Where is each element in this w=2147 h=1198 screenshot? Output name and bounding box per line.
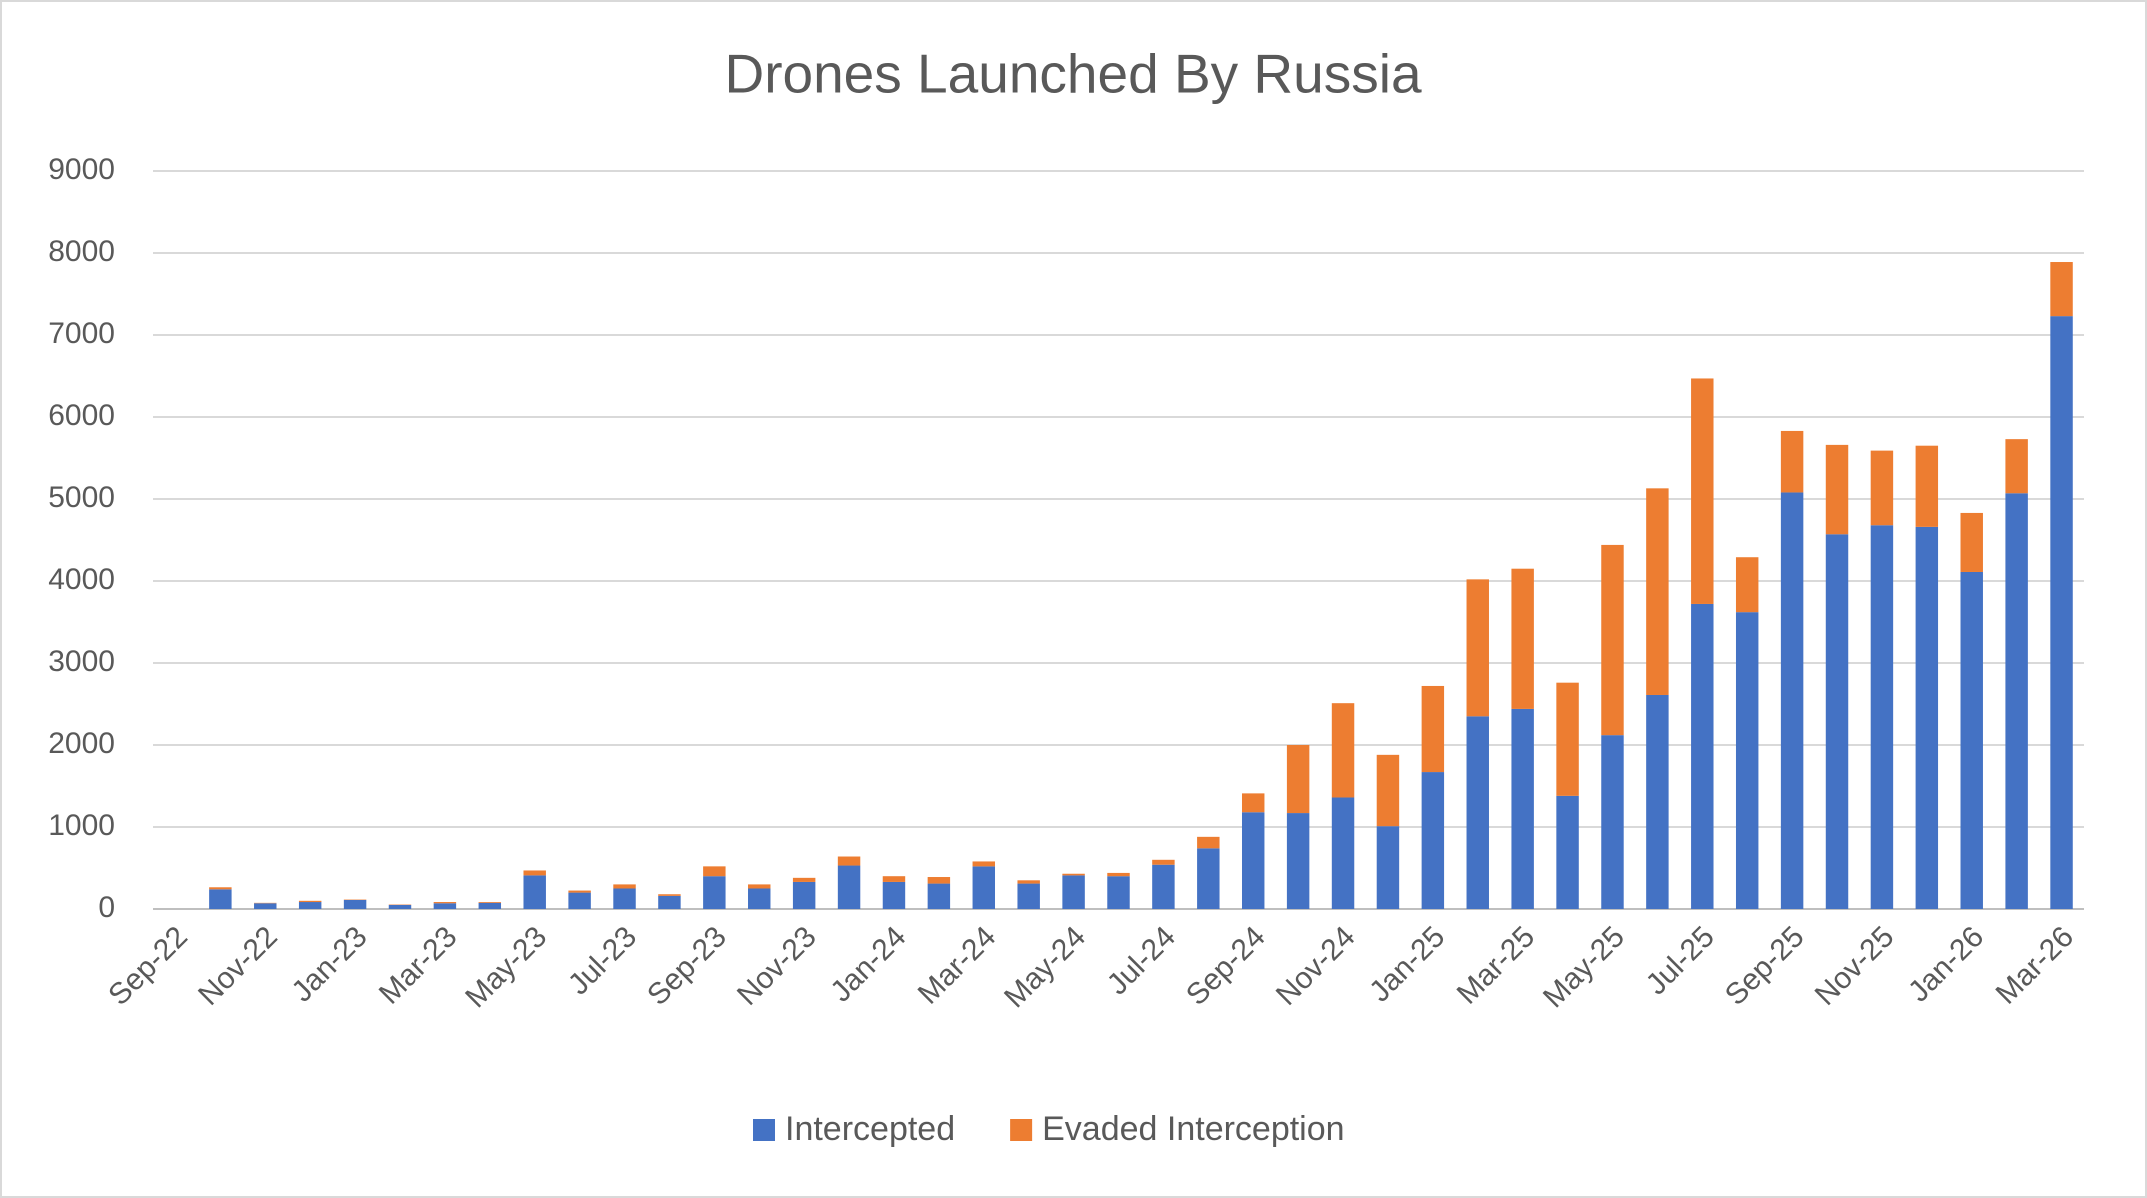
bar-segment bbox=[1825, 444, 1849, 535]
y-tick-label: 1000 bbox=[48, 809, 115, 842]
bar-segment bbox=[1915, 526, 1939, 909]
bar-segment bbox=[523, 870, 546, 876]
y-tick-label: 0 bbox=[98, 891, 115, 924]
bar-segment bbox=[1870, 450, 1894, 526]
bar-segment bbox=[1286, 813, 1310, 909]
bar-segment bbox=[1735, 612, 1759, 909]
legend-swatch bbox=[753, 1119, 775, 1141]
bar-segment bbox=[1017, 883, 1040, 909]
bar-segment bbox=[523, 875, 546, 909]
bar-segment bbox=[1466, 716, 1489, 909]
y-tick-label: 3000 bbox=[48, 645, 115, 678]
bar-segment bbox=[1960, 512, 1983, 572]
y-tick-label: 5000 bbox=[48, 481, 115, 514]
bar-segment bbox=[1646, 488, 1669, 695]
bar-segment bbox=[882, 881, 906, 909]
y-tick-label: 6000 bbox=[48, 399, 115, 432]
bar-segment bbox=[1780, 492, 1804, 909]
bar-segment bbox=[1107, 876, 1130, 909]
bar-segment bbox=[748, 884, 771, 889]
bar-segment bbox=[209, 887, 232, 890]
bar-segment bbox=[298, 900, 322, 903]
legend-swatch bbox=[1010, 1119, 1033, 1141]
bar-segment bbox=[748, 888, 771, 909]
bar-segment bbox=[1466, 579, 1489, 717]
bar-segment bbox=[1062, 873, 1085, 876]
y-tick-label: 9000 bbox=[48, 153, 115, 186]
bar-segment bbox=[613, 884, 636, 889]
bar-segment bbox=[792, 881, 816, 909]
bar-segment bbox=[1152, 864, 1175, 909]
bar-segment bbox=[972, 866, 996, 909]
bar-segment bbox=[1152, 859, 1175, 865]
legend-label: Evaded Interception bbox=[1042, 1110, 1344, 1148]
bar-segment bbox=[343, 899, 367, 909]
bar-segment bbox=[1376, 826, 1400, 909]
bar-segment bbox=[1331, 703, 1355, 798]
y-tick-label: 7000 bbox=[48, 317, 115, 350]
bar-segment bbox=[478, 902, 502, 903]
bar-segment bbox=[658, 895, 681, 909]
bar-segment bbox=[1197, 848, 1220, 909]
bar-segment bbox=[1646, 694, 1669, 909]
bar-segment bbox=[658, 894, 681, 896]
y-tick-label: 8000 bbox=[48, 235, 115, 268]
bar-segment bbox=[254, 903, 277, 909]
bar-segment bbox=[1601, 544, 1624, 736]
bar-segment bbox=[433, 903, 457, 909]
bar-segment bbox=[1197, 836, 1220, 849]
bar-segment bbox=[1511, 568, 1534, 709]
bar-segment bbox=[1331, 797, 1355, 909]
bar-segment bbox=[882, 876, 906, 882]
bar-segment bbox=[837, 865, 861, 909]
bar-segment bbox=[1421, 685, 1445, 773]
bar-segment bbox=[388, 904, 412, 909]
bar-segment bbox=[2050, 262, 2073, 317]
bar-segment bbox=[568, 890, 591, 893]
bar-segment bbox=[1376, 754, 1400, 827]
bar-segment bbox=[1107, 872, 1130, 877]
bar-segment bbox=[1870, 525, 1894, 909]
bar-segment bbox=[613, 888, 636, 909]
chart-title: Drones Launched By Russia bbox=[724, 43, 1421, 105]
bar-segment bbox=[568, 892, 591, 909]
bar-segment bbox=[1511, 708, 1534, 909]
bar-segment bbox=[792, 877, 816, 882]
bar-segment bbox=[1286, 745, 1310, 814]
bar-segment bbox=[1556, 682, 1579, 796]
bar-segment bbox=[1421, 772, 1445, 909]
bar-segment bbox=[209, 889, 232, 909]
bar-segment bbox=[927, 877, 951, 884]
y-tick-label: 4000 bbox=[48, 563, 115, 596]
bar-segment bbox=[2005, 493, 2028, 909]
legend-label: Intercepted bbox=[785, 1110, 955, 1148]
bar-segment bbox=[1241, 793, 1265, 813]
bar-segment bbox=[1825, 534, 1849, 909]
bar-segment bbox=[1241, 812, 1265, 909]
bar-segment bbox=[1691, 378, 1714, 604]
y-tick-label: 2000 bbox=[48, 727, 115, 760]
bar-segment bbox=[703, 866, 726, 877]
legend: Intercepted Evaded Interception bbox=[753, 1110, 1345, 1148]
bar-segment bbox=[1960, 571, 1983, 909]
bar-segment bbox=[972, 861, 996, 867]
bar-segment bbox=[703, 876, 726, 909]
bar-segment bbox=[433, 902, 457, 904]
bar-segment bbox=[1017, 880, 1040, 884]
bar-segment bbox=[1915, 445, 1939, 527]
bar-segment bbox=[1556, 795, 1579, 909]
bar-segment bbox=[1062, 875, 1085, 909]
bar-segment bbox=[2005, 439, 2028, 494]
bar-segment bbox=[1601, 735, 1624, 909]
bar-segment bbox=[1735, 557, 1759, 613]
bar-segment bbox=[2050, 316, 2073, 909]
bar-segment bbox=[927, 883, 951, 909]
bar-segment bbox=[1780, 430, 1804, 493]
bar-segment bbox=[478, 902, 502, 909]
bar-segment bbox=[837, 856, 861, 866]
bar-segment bbox=[298, 902, 322, 909]
bar-segment bbox=[1691, 603, 1714, 909]
